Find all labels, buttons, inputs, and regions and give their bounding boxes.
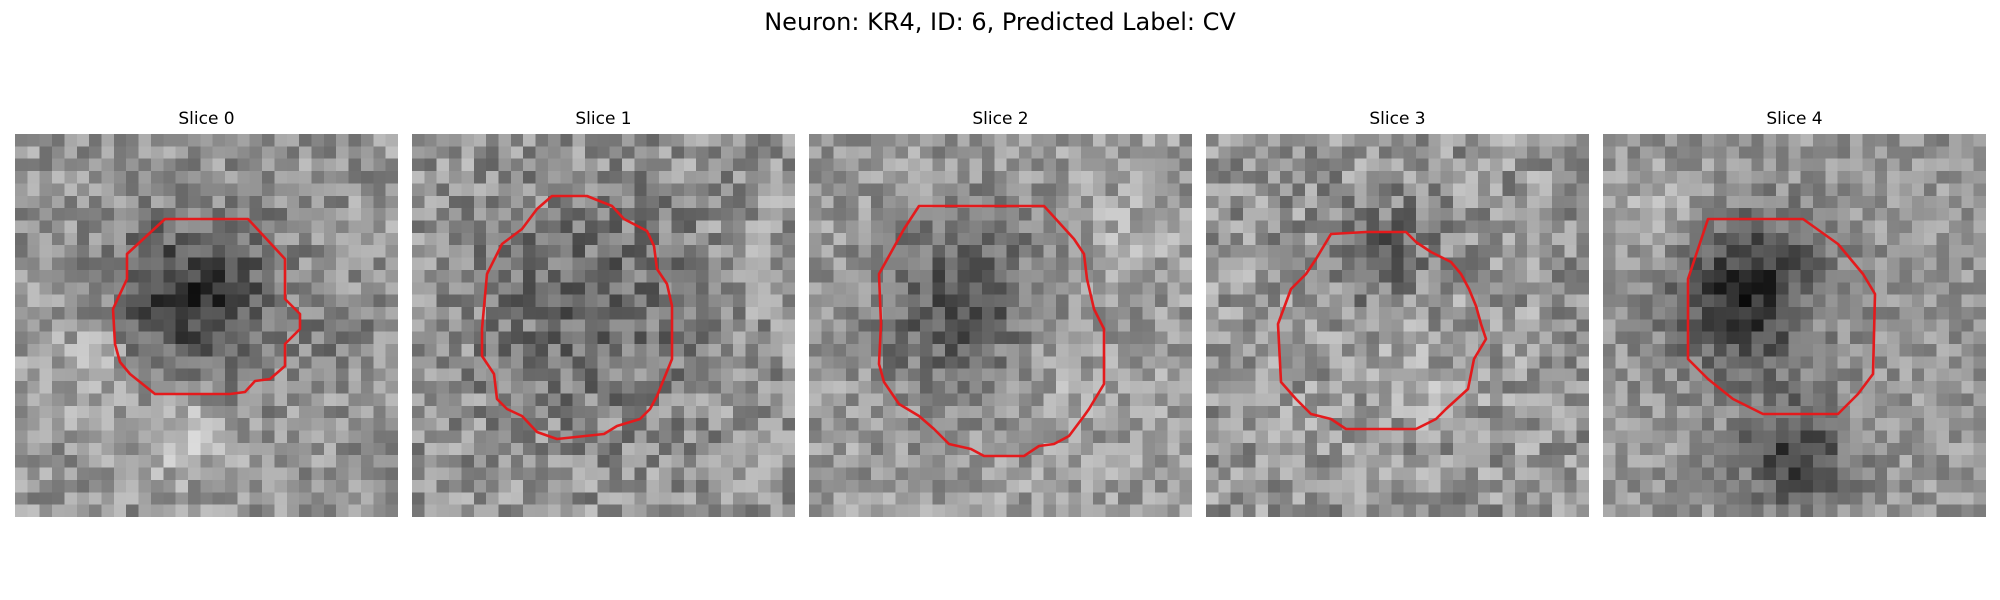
slice-4-title: Slice 4 <box>1766 109 1823 129</box>
slice-4-panel <box>1603 134 1986 517</box>
slice-4-contour-layer <box>1686 217 1877 416</box>
slice-0-contour-layer <box>111 217 302 396</box>
slice-3-image <box>1206 134 1589 517</box>
slice-0-title: Slice 0 <box>178 109 235 129</box>
slice-4-roi-contour <box>1686 217 1877 416</box>
slice-2-panel <box>809 134 1192 517</box>
slice-3-title: Slice 3 <box>1369 109 1426 129</box>
slice-4-image <box>1603 134 1986 517</box>
slice-1-roi-contour <box>480 194 674 441</box>
slice-2-image <box>809 134 1192 517</box>
slice-1-contour-layer <box>480 194 674 441</box>
slice-0-roi-contour <box>111 217 302 396</box>
slice-2-roi-contour <box>877 204 1106 458</box>
slice-2-contour-layer <box>877 204 1106 458</box>
figure-title: Neuron: KR4, ID: 6, Predicted Label: CV <box>764 8 1236 36</box>
slice-0-image <box>15 134 398 517</box>
slice-3-roi-contour <box>1276 230 1488 431</box>
slice-3-contour-layer <box>1276 230 1488 431</box>
slice-1-title: Slice 1 <box>575 109 632 129</box>
slice-3-panel <box>1206 134 1589 517</box>
slice-0-panel <box>15 134 398 517</box>
slice-1-panel <box>412 134 795 517</box>
slice-1-image <box>412 134 795 517</box>
slice-2-title: Slice 2 <box>972 109 1029 129</box>
